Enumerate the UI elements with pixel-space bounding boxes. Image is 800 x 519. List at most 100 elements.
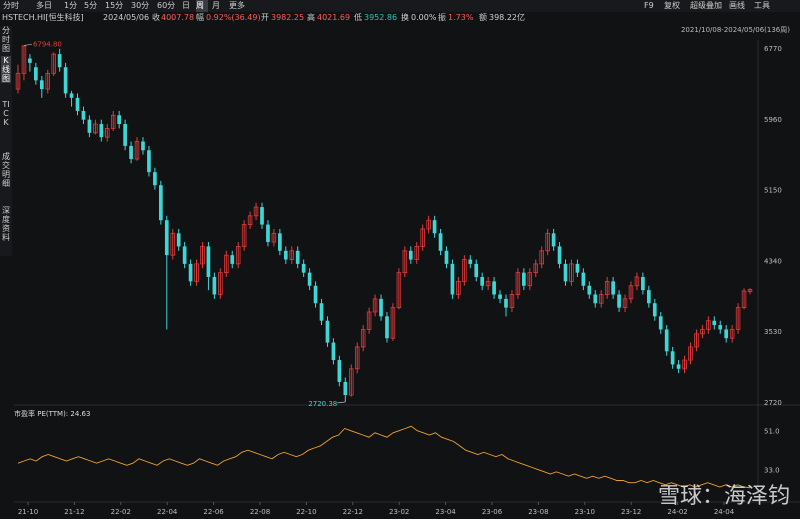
candle-body <box>444 250 449 264</box>
pe-indicator-label[interactable]: 市盈率 PE(TTM): 24.63 <box>14 409 90 419</box>
tab-1min[interactable]: 1分 <box>64 1 78 10</box>
candle-body <box>670 351 675 365</box>
candle-body <box>253 206 259 217</box>
candle-body <box>182 246 187 264</box>
candle-body <box>569 263 574 282</box>
x-tick-label: 22-06 <box>203 508 224 516</box>
candle-body <box>230 255 235 264</box>
tab-fenshi[interactable]: 分时 <box>3 1 19 10</box>
x-tick-label: 23-10 <box>575 508 595 516</box>
tool-overlay[interactable]: 超级叠加 <box>690 1 722 10</box>
candle-body <box>485 280 491 287</box>
tab-30min[interactable]: 30分 <box>131 1 150 10</box>
y-tick-label: 5960 <box>764 116 782 124</box>
candle-body <box>498 294 502 299</box>
candle-body <box>575 263 580 273</box>
candle-body <box>164 220 169 256</box>
tool-fuquan[interactable]: 复权 <box>664 1 680 10</box>
candle-body <box>110 114 116 129</box>
side-tab-trades[interactable]: 成交明细 <box>2 152 10 188</box>
candle-body <box>414 246 419 260</box>
side-tab-depth[interactable]: 深度资料 <box>2 206 10 242</box>
candle-body <box>15 72 21 90</box>
candle-body <box>313 285 318 304</box>
amplitude-label: 振 <box>438 13 446 22</box>
candle-body <box>604 280 610 295</box>
candle-body <box>611 281 615 295</box>
candle-body <box>57 54 62 68</box>
candle-body <box>117 115 122 125</box>
candle-body <box>247 215 253 225</box>
candle-body <box>301 263 306 273</box>
candle-body <box>545 232 550 252</box>
y-tick-label: 3530 <box>764 328 782 336</box>
high-value: 4021.69 <box>317 13 351 22</box>
pe-line <box>17 425 751 489</box>
max-marker <box>23 44 32 46</box>
turnover-value: 0.00% <box>411 13 437 22</box>
candle-body <box>652 303 657 317</box>
quote-date: 2024/05/06 <box>103 13 150 22</box>
candle-body <box>170 232 175 256</box>
amount-value: 398.22亿 <box>489 13 525 22</box>
candle-body <box>724 329 729 339</box>
x-tick-label: 23-06 <box>482 508 503 516</box>
candle-body <box>658 316 663 330</box>
max-annotation: 6794.80 <box>33 40 62 48</box>
candle-body <box>354 346 360 370</box>
tool-tools[interactable]: 工具 <box>754 1 770 10</box>
candle-body <box>598 294 604 304</box>
candle-body <box>712 320 717 326</box>
tab-5min[interactable]: 5分 <box>84 1 98 10</box>
x-tick-label: 22-10 <box>296 508 316 516</box>
candle-body <box>271 232 277 243</box>
candle-body <box>134 141 140 160</box>
candle-body <box>420 228 425 247</box>
candle-body <box>260 207 264 225</box>
tool-f9[interactable]: F9 <box>644 1 654 10</box>
candle-body <box>141 141 145 151</box>
side-tab-kline[interactable]: K线图 <box>1 56 11 83</box>
candle-body <box>266 224 270 243</box>
symbol-name: HSTECH.HI[恒生科技] <box>2 13 84 22</box>
candle-body <box>241 224 247 247</box>
tab-15min[interactable]: 15分 <box>105 1 124 10</box>
tab-more[interactable]: 更多 <box>229 1 245 10</box>
candle-body <box>492 281 496 295</box>
x-tick-label: 23-02 <box>389 508 409 516</box>
candle-body <box>349 368 354 396</box>
tool-draw-line[interactable]: 画线 <box>729 1 745 10</box>
candle-body <box>105 128 110 138</box>
open-label: 开 <box>261 13 269 22</box>
candle-body <box>641 277 645 291</box>
tab-month[interactable]: 月 <box>212 1 220 10</box>
candle-body <box>735 307 741 330</box>
candle-body <box>450 263 455 295</box>
tab-week[interactable]: 周 <box>196 0 208 12</box>
candle-body <box>343 381 348 396</box>
y-tick-label: 4340 <box>764 257 782 265</box>
x-tick-label: 23-04 <box>435 508 456 516</box>
pe-tick-label: 33.0 <box>764 467 780 475</box>
side-tab-fenshi[interactable]: 分时图 <box>2 26 10 53</box>
candle-body <box>688 346 693 361</box>
candle-body <box>99 124 104 138</box>
candle-body <box>527 272 533 287</box>
candle-body <box>147 150 151 173</box>
candle-body <box>307 272 312 286</box>
x-tick-label: 21-12 <box>64 508 84 516</box>
candle-body <box>366 311 372 330</box>
tab-duori[interactable]: 多日 <box>36 1 52 10</box>
candle-body <box>283 250 288 260</box>
candle-body <box>158 185 163 221</box>
date-range-label[interactable]: 2021/10/08-2024/05/06(136周) <box>680 26 790 34</box>
side-tab-tick[interactable]: TICK <box>2 100 10 127</box>
candle-body <box>289 250 295 260</box>
tab-60min[interactable]: 60分 <box>157 1 176 10</box>
tab-day[interactable]: 日 <box>182 1 190 10</box>
pe-label-text: 市盈率 PE(TTM): 24.63 <box>14 410 91 418</box>
candle-body <box>331 342 336 361</box>
candle-body <box>694 333 699 348</box>
candle-body <box>278 233 282 251</box>
